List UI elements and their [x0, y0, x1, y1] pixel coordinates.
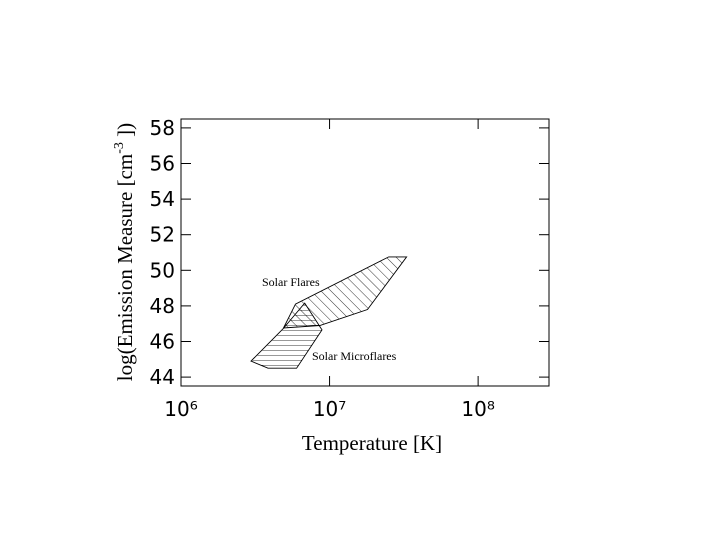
y-axis-label-end: ]): [113, 123, 137, 142]
y-tick-label: 46: [150, 330, 175, 354]
region-label: Solar Microflares: [312, 349, 397, 363]
x-tick-label: 10⁸: [461, 397, 494, 421]
y-tick-label: 54: [150, 187, 175, 211]
y-axis-label-main: log(Emission Measure [cm: [113, 154, 137, 381]
y-tick-label: 58: [150, 116, 175, 140]
y-tick-label: 56: [150, 152, 175, 176]
region-label: Solar Flares: [262, 275, 320, 289]
y-tick-label: 48: [150, 294, 175, 318]
x-axis-label: Temperature [K]: [302, 431, 442, 455]
y-axis-label: log(Emission Measure [cm-3 ]): [112, 123, 137, 381]
x-tick-label: 10⁶: [164, 397, 197, 421]
y-tick-label: 44: [150, 365, 175, 389]
y-tick-label: 52: [150, 223, 175, 247]
region: [282, 256, 408, 329]
y-tick-label: 50: [150, 258, 175, 282]
plot-frame: [180, 118, 550, 387]
x-tick-label: 10⁷: [313, 397, 346, 421]
region: [250, 302, 323, 369]
y-axis-label-sup: -3: [112, 142, 127, 154]
